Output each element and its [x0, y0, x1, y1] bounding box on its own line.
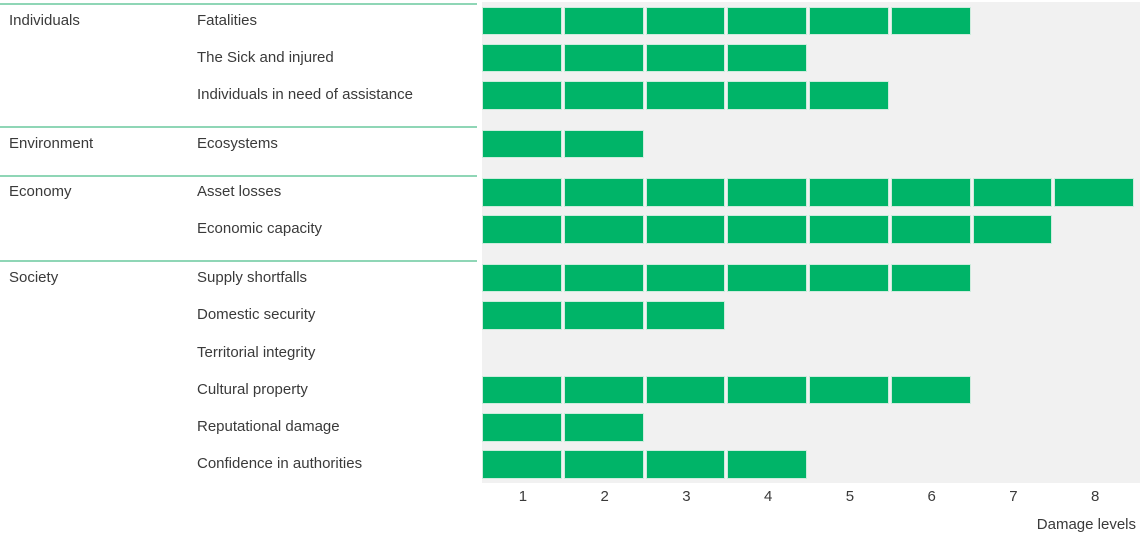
- bar-segment: [563, 215, 644, 244]
- bar-segment: [482, 263, 562, 293]
- bar-segment: [727, 215, 807, 244]
- bar-segment: [563, 450, 644, 479]
- row-label: Fatalities: [197, 11, 258, 29]
- bar: [482, 263, 973, 293]
- bar-segment: [727, 43, 807, 73]
- bar-segment: [482, 375, 562, 405]
- row-label: Confidence in authorities: [197, 455, 363, 473]
- bar: [482, 129, 646, 159]
- x-tick: 4: [763, 488, 773, 505]
- row-label: Reputational damage: [197, 418, 340, 436]
- row-label: The Sick and injured: [197, 48, 334, 66]
- row-label: Economic capacity: [197, 220, 323, 238]
- bar: [482, 81, 891, 110]
- bar-segment: [645, 6, 726, 35]
- bar-segment: [563, 81, 644, 110]
- bar-segment: [482, 6, 562, 35]
- row-label: Supply shortfalls: [197, 268, 308, 286]
- x-tick: 5: [845, 488, 855, 505]
- bar-segment: [890, 375, 971, 405]
- x-tick: 8: [1090, 488, 1100, 505]
- bar-segment: [482, 450, 562, 479]
- bar-segment: [563, 375, 644, 405]
- bar-segment: [645, 81, 726, 110]
- bar: [482, 178, 1136, 207]
- bar-segment: [563, 178, 644, 207]
- x-tick: 2: [600, 488, 609, 505]
- bar-segment: [482, 129, 562, 159]
- bar-segment: [482, 301, 562, 330]
- row-label: Domestic security: [197, 306, 316, 324]
- bar-segment: [482, 413, 562, 442]
- bar-segment: [563, 413, 644, 442]
- group-separator: [0, 126, 477, 129]
- bar-segment: [890, 263, 971, 293]
- bar-segment: [645, 178, 726, 207]
- bar-segment: [563, 129, 644, 159]
- bar-segment: [645, 215, 726, 244]
- x-tick: 1: [518, 488, 528, 505]
- bar-segment: [645, 43, 726, 73]
- bar-segment: [563, 263, 644, 293]
- group-label: Individuals: [9, 11, 80, 29]
- bar: [482, 43, 809, 73]
- row-label: Cultural property: [197, 380, 308, 398]
- bar-segment: [645, 301, 726, 330]
- bar-segment: [809, 178, 889, 207]
- bar: [482, 6, 973, 35]
- bar: [482, 413, 646, 442]
- bar: [482, 450, 809, 479]
- bar-segment: [809, 263, 889, 293]
- x-tick: 6: [927, 488, 936, 505]
- group-label: Environment: [9, 134, 94, 152]
- bar-segment: [482, 43, 562, 73]
- bar-segment: [1054, 178, 1134, 207]
- bar-segment: [482, 215, 562, 244]
- x-tick: 3: [682, 488, 691, 505]
- bar-segment: [890, 6, 971, 35]
- bar-segment: [563, 6, 644, 35]
- bar-segment: [727, 6, 807, 35]
- bar-segment: [727, 375, 807, 405]
- row-label: Asset losses: [197, 183, 282, 201]
- bar-segment: [890, 215, 971, 244]
- bar-segment: [727, 81, 807, 110]
- bar: [482, 375, 973, 405]
- bar-segment: [645, 375, 726, 405]
- bar-segment: [809, 6, 889, 35]
- group-label: Society: [9, 268, 59, 286]
- group-separator: [0, 174, 477, 177]
- group-separator: [0, 260, 477, 263]
- row-label: Individuals in need of assistance: [197, 86, 413, 104]
- bar: [482, 301, 727, 330]
- bar-segment: [563, 301, 644, 330]
- bar: [482, 215, 1054, 244]
- group-label: Economy: [9, 183, 72, 201]
- bar-segment: [645, 263, 726, 293]
- row-label: Ecosystems: [197, 134, 278, 152]
- bar-segment: [809, 215, 889, 244]
- x-axis-title: Damage levels: [1036, 516, 1136, 533]
- bar-segment: [563, 43, 644, 73]
- bar-segment: [972, 215, 1053, 244]
- plot-area: [482, 2, 1140, 483]
- bar-segment: [482, 81, 562, 110]
- bar-segment: [809, 81, 889, 110]
- bar-segment: [890, 178, 971, 207]
- bar-segment: [727, 178, 807, 207]
- x-tick: 7: [1009, 488, 1018, 505]
- row-label: Territorial integrity: [197, 343, 316, 361]
- bar-segment: [972, 178, 1053, 207]
- bar-segment: [645, 450, 726, 479]
- bar-segment: [809, 375, 889, 405]
- bar-segment: [727, 450, 807, 479]
- bar-segment: [482, 178, 562, 207]
- bar-segment: [727, 263, 807, 293]
- group-separator: [0, 3, 477, 5]
